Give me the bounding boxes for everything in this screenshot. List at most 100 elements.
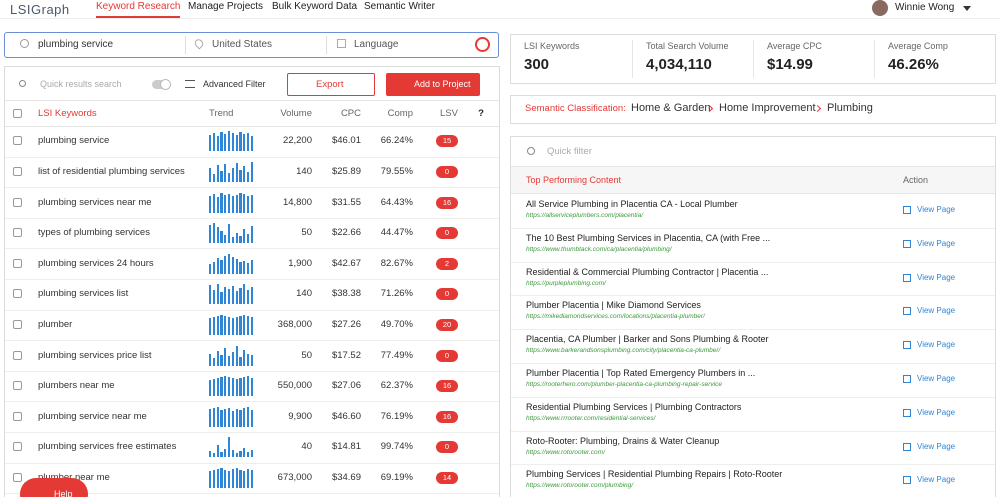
- trend-bar: [209, 380, 212, 397]
- user-name[interactable]: Winnie Wong: [895, 2, 955, 13]
- nav-tab[interactable]: Semantic Writer: [364, 1, 435, 12]
- content-title[interactable]: Residential Plumbing Services | Plumbing…: [526, 401, 742, 412]
- volume: 50: [301, 349, 312, 361]
- nav-tab[interactable]: Bulk Keyword Data: [272, 1, 358, 12]
- help-label[interactable]: Help: [54, 489, 73, 497]
- view-icon[interactable]: [903, 476, 911, 485]
- trend-bar: [220, 259, 223, 274]
- header-checkbox[interactable]: [13, 109, 22, 118]
- keyword[interactable]: plumbing services 24 hours: [38, 257, 154, 269]
- keyword[interactable]: list of residential plumbing services: [38, 165, 185, 177]
- nav-tab[interactable]: Keyword Research: [96, 1, 181, 18]
- keyword[interactable]: plumbers near me: [38, 380, 115, 392]
- view-page[interactable]: View Page: [917, 475, 956, 485]
- content-url[interactable]: https://www.barkerandsonsplumbing.com/ci…: [526, 347, 721, 355]
- search-submit[interactable]: [475, 37, 490, 52]
- view-icon[interactable]: [903, 239, 911, 248]
- trend-bar: [231, 351, 234, 366]
- content-url[interactable]: https://rooterhero.com/plumber-placentia…: [526, 381, 722, 388]
- content-title[interactable]: Plumber Placentia | Top Rated Emergency …: [526, 368, 756, 378]
- keyword[interactable]: plumbing services price list: [38, 349, 152, 361]
- content-title[interactable]: Placentia, CA Plumber | Barker and Sons …: [526, 334, 769, 345]
- export-label[interactable]: Export: [316, 79, 344, 90]
- help-button[interactable]: [20, 478, 88, 497]
- view-icon[interactable]: [903, 375, 911, 383]
- trend-bar: [228, 224, 231, 244]
- keyword-input[interactable]: plumbing service: [38, 39, 114, 50]
- trend-bar: [231, 256, 234, 274]
- view-page[interactable]: View Page: [917, 340, 956, 350]
- nav-tab[interactable]: Manage Projects: [188, 1, 264, 12]
- row-checkbox[interactable]: [13, 197, 22, 207]
- content-url[interactable]: https://www.thumbtack.com/ca/placentia/p…: [526, 245, 672, 253]
- keyword[interactable]: plumber near me: [38, 471, 110, 483]
- content-url[interactable]: https://www.rotorooter.com/plumbing/: [526, 482, 634, 490]
- content-title[interactable]: Plumber Placentia | Mike Diamond Service…: [526, 300, 701, 311]
- view-page[interactable]: View Page: [917, 272, 956, 282]
- trend-bar: [231, 167, 234, 182]
- row-divider: [511, 261, 995, 263]
- language-select[interactable]: Language: [354, 39, 399, 50]
- table-divider: [5, 100, 499, 101]
- content-title[interactable]: Roto-Rooter: Plumbing, Drains & Water Cl…: [526, 435, 720, 446]
- classification-item[interactable]: Plumbing: [827, 102, 873, 114]
- keyword[interactable]: types of plumbing services: [38, 227, 150, 239]
- view-page[interactable]: View Page: [917, 205, 956, 214]
- quick-search-input[interactable]: Quick results search: [40, 79, 122, 89]
- keyword[interactable]: plumbing service: [38, 135, 110, 147]
- view-icon[interactable]: [903, 206, 911, 214]
- view-icon[interactable]: [903, 273, 911, 282]
- view-page[interactable]: View Page: [917, 407, 956, 417]
- view-icon[interactable]: [903, 408, 911, 417]
- view-page[interactable]: View Page: [917, 306, 956, 316]
- quick-filter-input[interactable]: Quick filter: [547, 146, 592, 157]
- row-checkbox[interactable]: [13, 442, 22, 452]
- advanced-filter[interactable]: Advanced Filter: [203, 79, 266, 89]
- keyword[interactable]: plumbing services list: [38, 288, 129, 300]
- trend-bar: [216, 257, 219, 274]
- content-url[interactable]: https://purpleplumbing.com/: [526, 279, 606, 287]
- view-page[interactable]: View Page: [917, 374, 956, 383]
- classification-item[interactable]: Home Improvement: [719, 102, 816, 114]
- row-checkbox[interactable]: [13, 166, 22, 176]
- caret[interactable]: [963, 6, 971, 11]
- trend-bar: [212, 469, 215, 488]
- keyword[interactable]: plumbing service near me: [38, 410, 147, 422]
- row-checkbox[interactable]: [13, 350, 22, 360]
- search-icon: [20, 39, 29, 48]
- view-icon[interactable]: [903, 307, 911, 316]
- content-url[interactable]: https://allserviceplumbers.com/placentia…: [526, 212, 644, 219]
- export-button[interactable]: [287, 73, 375, 96]
- add-button[interactable]: [386, 73, 480, 96]
- row-checkbox[interactable]: [13, 411, 22, 421]
- row-checkbox[interactable]: [13, 228, 22, 238]
- content-url[interactable]: https://www.rrrooter.com/residential-ser…: [526, 414, 656, 422]
- content-title[interactable]: Plumbing Services | Residential Plumbing…: [526, 469, 783, 480]
- location-select[interactable]: United States: [212, 39, 273, 50]
- row-checkbox[interactable]: [13, 472, 22, 482]
- avatar[interactable]: [872, 0, 888, 16]
- classification-item[interactable]: Home & Garden: [631, 102, 711, 114]
- content-url[interactable]: https://www.rotorooter.com/: [526, 448, 605, 456]
- trend-bar: [231, 410, 234, 427]
- add-label[interactable]: Add to Project: [414, 79, 471, 89]
- content-title[interactable]: Residential & Commercial Plumbing Contra…: [526, 266, 769, 277]
- keyword[interactable]: plumber: [38, 318, 73, 330]
- view-page[interactable]: View Page: [917, 238, 956, 248]
- comp: 76.19%: [380, 410, 413, 422]
- view-icon[interactable]: [903, 341, 911, 350]
- row-checkbox[interactable]: [13, 381, 22, 391]
- content-url[interactable]: https://mikediamondservices.com/location…: [526, 313, 705, 321]
- row-checkbox[interactable]: [13, 258, 22, 268]
- row-checkbox[interactable]: [13, 319, 22, 329]
- content-title[interactable]: The 10 Best Plumbing Services in Placent…: [526, 232, 771, 243]
- view-page[interactable]: View Page: [917, 441, 956, 451]
- view-icon[interactable]: [903, 442, 911, 451]
- row-checkbox[interactable]: [13, 289, 22, 299]
- keyword[interactable]: plumbing services near me: [38, 196, 152, 208]
- table-header: Volume: [280, 108, 312, 119]
- row-checkbox[interactable]: [13, 136, 22, 146]
- trend-bar: [212, 379, 215, 397]
- content-title[interactable]: All Service Plumbing in Placentia CA - L…: [526, 199, 738, 209]
- keyword[interactable]: plumbing services free estimates: [38, 441, 177, 453]
